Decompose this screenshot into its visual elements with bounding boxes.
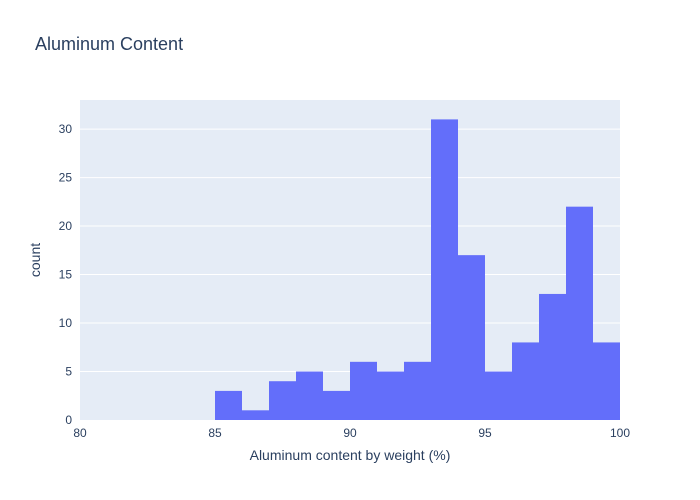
histogram-bar — [350, 361, 377, 420]
x-tick-label: 100 — [610, 426, 630, 440]
histogram-bar — [512, 342, 539, 420]
histogram-bar — [485, 371, 512, 420]
x-tick-label: 80 — [73, 426, 87, 440]
histogram-bar — [566, 206, 593, 420]
histogram-bars — [215, 119, 620, 421]
x-axis-ticks: 80 85 90 95 100 — [73, 426, 630, 440]
histogram-bar — [215, 390, 242, 420]
y-tick-label: 25 — [59, 171, 73, 185]
histogram-bar — [404, 361, 431, 420]
x-axis-title: Aluminum content by weight (%) — [250, 447, 451, 463]
histogram-bar — [431, 119, 458, 421]
histogram-bar — [242, 410, 269, 420]
y-tick-label: 10 — [59, 316, 73, 330]
histogram-bar — [323, 390, 350, 420]
y-tick-label: 5 — [65, 365, 72, 379]
histogram-bar — [269, 381, 296, 420]
y-tick-label: 20 — [59, 219, 73, 233]
x-tick-label: 85 — [208, 426, 222, 440]
histogram-bar — [593, 342, 620, 420]
y-tick-label: 30 — [59, 122, 73, 136]
histogram-bar — [296, 371, 323, 420]
x-tick-label: 90 — [343, 426, 357, 440]
histogram-bar — [377, 371, 404, 420]
y-gridlines — [80, 128, 620, 373]
histogram-bar — [458, 255, 485, 420]
y-axis-ticks: 0 5 10 15 20 25 30 — [59, 122, 73, 427]
chart-title: Aluminum Content — [35, 34, 183, 54]
y-tick-label: 15 — [59, 268, 73, 282]
x-tick-label: 95 — [478, 426, 492, 440]
histogram-bar — [539, 293, 566, 420]
y-tick-label: 0 — [65, 413, 72, 427]
y-axis-title: count — [27, 243, 43, 277]
